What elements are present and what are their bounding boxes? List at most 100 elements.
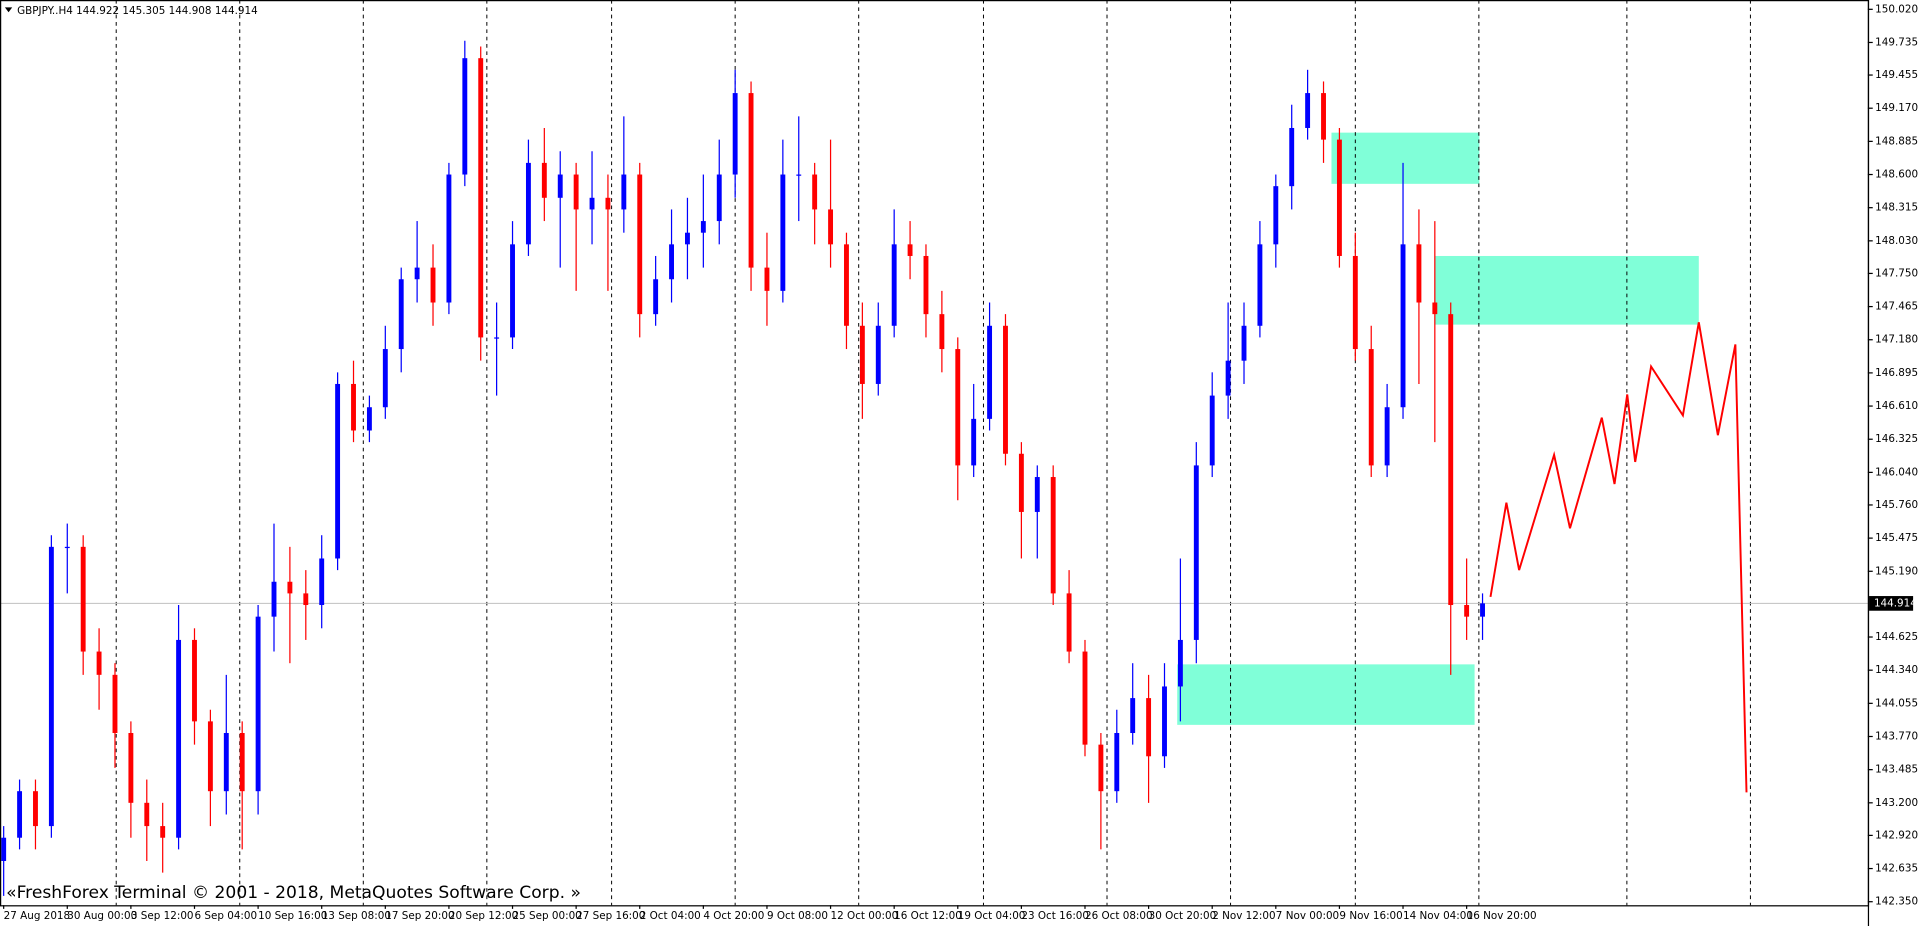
candle-body bbox=[748, 93, 754, 268]
y-tick-label: 144.625 bbox=[1875, 631, 1918, 643]
candle-body bbox=[287, 581, 293, 594]
candle-body bbox=[351, 383, 356, 431]
last-price-badge bbox=[1869, 596, 1914, 611]
candle-body bbox=[653, 279, 659, 315]
x-tick-label: 23 Oct 16:00 bbox=[1021, 910, 1089, 922]
candle-body bbox=[1416, 244, 1422, 303]
candle-body bbox=[573, 174, 579, 210]
candle-body bbox=[987, 325, 993, 419]
candle-body bbox=[1352, 255, 1358, 350]
x-tick-label: 12 Oct 00:00 bbox=[831, 910, 899, 922]
candle-body bbox=[812, 174, 818, 210]
x-tick-label: 7 Nov 00:00 bbox=[1276, 910, 1339, 922]
candle-body bbox=[17, 791, 23, 838]
candle-body bbox=[207, 721, 213, 792]
x-tick-label: 2 Oct 04:00 bbox=[640, 910, 701, 922]
candle-body bbox=[1368, 349, 1374, 466]
candle-body bbox=[1146, 698, 1152, 757]
y-tick-label: 147.465 bbox=[1875, 301, 1918, 313]
candle-body bbox=[1050, 477, 1056, 594]
candle-body bbox=[525, 162, 531, 245]
candle-body bbox=[335, 383, 341, 559]
candle-body bbox=[669, 244, 674, 280]
candle-body bbox=[1241, 325, 1247, 361]
candle-body bbox=[1130, 698, 1136, 734]
x-tick-label: 27 Sep 16:00 bbox=[576, 910, 645, 922]
x-tick-label: 13 Sep 08:00 bbox=[322, 910, 391, 922]
y-tick-label: 143.200 bbox=[1875, 797, 1918, 809]
candle-body bbox=[1400, 244, 1406, 408]
x-tick-label: 2 Nov 12:00 bbox=[1212, 910, 1275, 922]
candle-body bbox=[1257, 244, 1263, 326]
candle-body bbox=[1082, 651, 1088, 745]
y-tick-label: 146.040 bbox=[1875, 466, 1918, 478]
candle-body bbox=[1305, 93, 1311, 128]
high-price: 145.305 bbox=[122, 5, 165, 17]
zone bbox=[1177, 664, 1475, 725]
x-tick-label: 3 Sep 12:00 bbox=[131, 910, 194, 922]
candle-body bbox=[462, 58, 468, 175]
candle-body bbox=[33, 791, 38, 827]
y-tick-label: 149.735 bbox=[1875, 36, 1918, 48]
candle-body bbox=[589, 197, 595, 210]
x-tick-label: 25 Sep 00:00 bbox=[513, 910, 582, 922]
candle-body bbox=[859, 325, 865, 384]
candle-body bbox=[239, 733, 245, 792]
y-tick-label: 148.885 bbox=[1875, 135, 1918, 147]
x-tick-label: 4 Oct 20:00 bbox=[703, 910, 764, 922]
candle-body bbox=[732, 93, 738, 175]
candle-body bbox=[128, 733, 134, 803]
candle-body bbox=[478, 58, 484, 338]
candle-body bbox=[939, 314, 945, 350]
y-tick-label: 143.485 bbox=[1875, 764, 1918, 776]
y-tick-label: 147.750 bbox=[1875, 267, 1918, 279]
x-tick-label: 16 Nov 20:00 bbox=[1467, 910, 1537, 922]
y-tick-label: 146.610 bbox=[1875, 400, 1918, 412]
candle-body bbox=[605, 197, 611, 210]
plot bbox=[0, 40, 1868, 896]
candle-body bbox=[844, 244, 849, 326]
candle-body bbox=[716, 174, 722, 222]
x-tick-label: 10 Sep 16:00 bbox=[258, 910, 327, 922]
candle-body bbox=[621, 174, 627, 210]
y-tick-label: 142.350 bbox=[1875, 896, 1918, 908]
x-tick-label: 30 Aug 00:00 bbox=[67, 910, 137, 922]
candle-body bbox=[780, 174, 786, 291]
zone bbox=[1434, 255, 1699, 325]
candle-body bbox=[414, 267, 420, 280]
x-tick-label: 30 Oct 20:00 bbox=[1149, 910, 1217, 922]
menu-arrow[interactable] bbox=[4, 7, 13, 13]
candle-body bbox=[1193, 465, 1199, 640]
candle-body bbox=[430, 267, 436, 303]
y-tick-label: 148.030 bbox=[1875, 235, 1918, 247]
x-tick-label: 16 Oct 12:00 bbox=[894, 910, 962, 922]
candle-body bbox=[907, 244, 913, 256]
y-tick-label: 142.920 bbox=[1875, 829, 1918, 841]
candle-body bbox=[1114, 733, 1120, 792]
candle-body bbox=[303, 593, 309, 606]
y-tick-label: 145.190 bbox=[1875, 565, 1918, 577]
candle-body bbox=[637, 174, 643, 315]
candle-body bbox=[875, 325, 881, 384]
candle-body bbox=[1177, 639, 1183, 687]
candle-body bbox=[796, 174, 802, 176]
candle-body bbox=[382, 349, 388, 408]
chart-header: GBPJPY..H4 144.922 145.305 144.908 144.9… bbox=[17, 5, 258, 17]
candle-body bbox=[1273, 186, 1279, 245]
y-tick-label: 144.340 bbox=[1875, 664, 1918, 676]
candle-body bbox=[923, 255, 929, 315]
candle-body bbox=[144, 802, 150, 827]
candle-body bbox=[80, 546, 86, 652]
forecast-line bbox=[1489, 322, 1748, 793]
y-tick-label: 143.770 bbox=[1875, 730, 1918, 742]
y-tick-label: 149.455 bbox=[1875, 69, 1918, 81]
candle-body bbox=[223, 733, 229, 792]
candle-body bbox=[1018, 453, 1024, 512]
candle-body bbox=[557, 174, 563, 198]
candle-body bbox=[1066, 593, 1072, 652]
y-tick-label: 144.055 bbox=[1875, 697, 1918, 709]
y-tick-label: 146.895 bbox=[1875, 367, 1918, 379]
candle-body bbox=[1464, 605, 1470, 617]
